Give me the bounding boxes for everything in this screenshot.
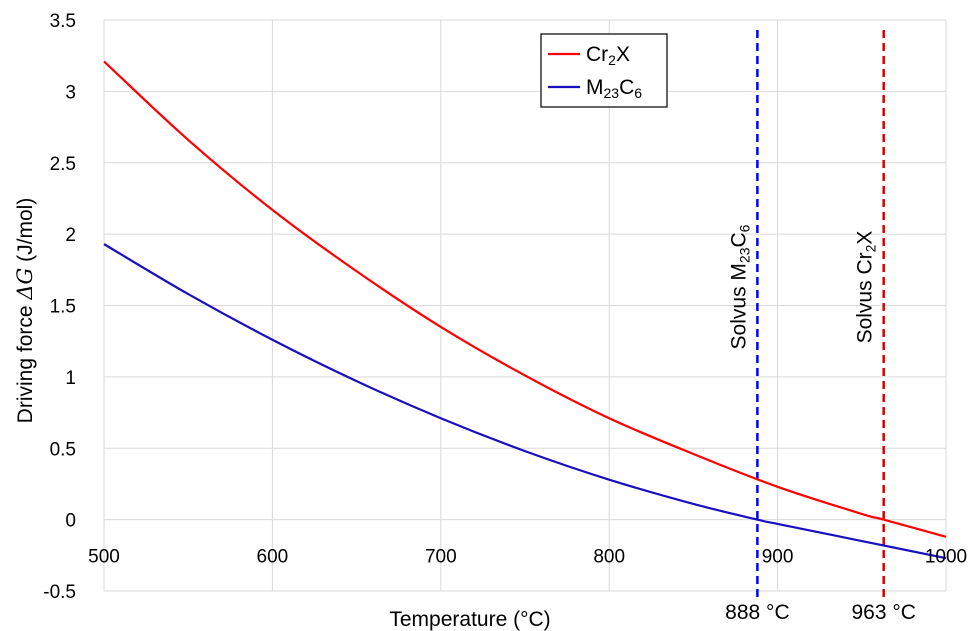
- subscript: 6: [736, 224, 752, 232]
- y-axis-title-suffix: (J/mol): [14, 198, 37, 268]
- x-tick-label: 700: [425, 547, 457, 568]
- label-part: C: [727, 232, 750, 247]
- subscript: 2: [608, 52, 616, 68]
- label-part: Solvus M: [727, 263, 750, 349]
- series-lines: [103, 60, 947, 560]
- y-axis-title-math: ΔG: [13, 268, 37, 301]
- subscript: 2: [863, 244, 879, 252]
- label-part: X: [854, 231, 877, 245]
- solvus-temperature-label: 888 °C: [725, 601, 789, 624]
- x-tick-label: 900: [762, 547, 794, 568]
- reference-lines: Solvus M23C6 888 °C Solvus Cr2X 963 °C: [725, 30, 916, 624]
- subscript: 23: [604, 85, 620, 101]
- solvus-label: Solvus Cr2X: [854, 231, 879, 344]
- label-part: Cr: [586, 43, 608, 66]
- label-part: X: [616, 43, 630, 66]
- x-axis-title: Temperature (°C): [389, 608, 550, 631]
- y-axis-title-prefix: Driving force: [14, 300, 37, 424]
- x-tick-label: 800: [593, 547, 625, 568]
- y-tick-label: 0.5: [50, 439, 76, 460]
- label-part: M: [586, 76, 604, 99]
- y-tick-label: 0: [65, 511, 76, 532]
- y-tick-label: 1: [65, 368, 76, 389]
- y-tick-label: 3.5: [50, 11, 76, 32]
- solvus-temperature-label: 963 °C: [851, 601, 915, 624]
- label-part: Solvus Cr: [854, 252, 877, 343]
- y-tick-label: 1.5: [50, 297, 76, 318]
- y-tick-label: -0.5: [43, 582, 76, 603]
- label-part: C: [619, 76, 634, 99]
- subscript: 23: [736, 247, 752, 263]
- solvus-label: Solvus M23C6: [727, 224, 752, 349]
- legend-label: Cr2X: [586, 43, 630, 68]
- legend-box: [540, 33, 668, 108]
- y-tick-label: 3: [65, 82, 76, 103]
- y-tick-label: 2.5: [50, 154, 76, 175]
- y-axis-title: Driving force ΔG (J/mol): [13, 198, 37, 424]
- series-line-m23c6: [103, 243, 947, 560]
- tick-labels: -0.5 0 0.5 1 1.5 2 2.5 3 3.5 500 600 700 800 900 1000: [43, 11, 967, 603]
- x-tick-label: 600: [257, 547, 289, 568]
- axis-titles: Temperature (°C) Driving force ΔG (J/mol…: [13, 198, 551, 631]
- legend-label: M23C6: [586, 76, 642, 101]
- grid-lines: [103, 19, 947, 592]
- x-tick-label: 500: [88, 547, 120, 568]
- y-tick-label: 2: [65, 225, 76, 246]
- series-line-cr2x: [103, 60, 947, 538]
- subscript: 6: [634, 85, 642, 101]
- x-tick-label: 1000: [925, 547, 967, 568]
